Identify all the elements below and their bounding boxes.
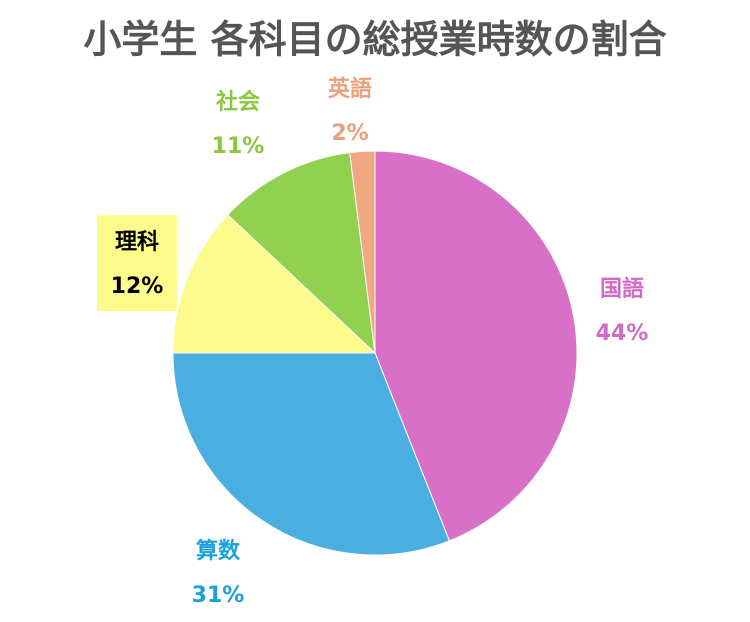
label-background bbox=[97, 215, 177, 311]
pie-slice bbox=[172, 352, 451, 556]
value-label: 11% bbox=[212, 134, 265, 159]
pie-slice bbox=[227, 152, 376, 355]
slice-label: 国語 bbox=[600, 276, 644, 302]
slice-label: 英語 bbox=[328, 76, 372, 102]
pie-slice bbox=[374, 150, 578, 542]
slice-label: 理科 bbox=[115, 230, 159, 255]
slice-label: 算数 bbox=[196, 538, 241, 564]
value-label: 12% bbox=[111, 274, 164, 299]
slice-label: 社会 bbox=[216, 89, 260, 115]
pie-slice bbox=[349, 150, 376, 354]
value-label: 2% bbox=[331, 121, 368, 146]
value-label: 44% bbox=[596, 321, 649, 346]
pie-slice bbox=[172, 214, 377, 354]
value-label: 31% bbox=[192, 583, 245, 608]
chart-title: 小学生 各科目の総授業時数の割合 bbox=[83, 18, 666, 62]
